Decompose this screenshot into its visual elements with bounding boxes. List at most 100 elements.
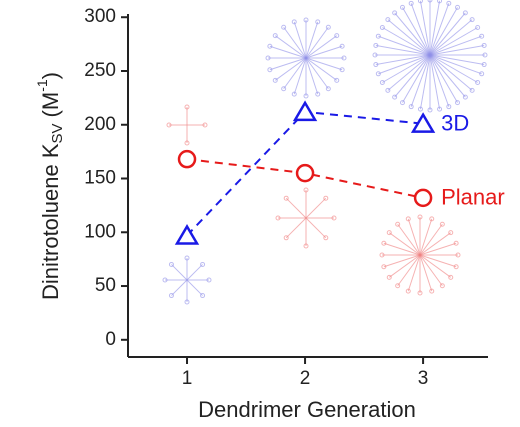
dendrimer-branch <box>305 197 327 219</box>
dendrimer-branch <box>397 223 421 256</box>
dendrimer-branch <box>394 54 431 98</box>
dendrimer-end <box>325 24 331 30</box>
y-label-text: Dinitrotoluene K <box>38 143 63 300</box>
dendrimer-branch <box>429 44 485 56</box>
dendrimer-branch <box>305 57 343 71</box>
dendrimer-branch <box>397 254 421 287</box>
dendrimer-branch <box>375 44 431 56</box>
y-tick-label: 250 <box>84 60 116 81</box>
dendrimer-branch <box>305 35 338 59</box>
dendrimer-end <box>392 94 398 100</box>
dendrimer-end <box>291 19 297 25</box>
dendrimer-end <box>334 33 340 39</box>
dendrimer-branch <box>402 7 431 56</box>
dendrimer-end <box>385 87 391 93</box>
dendrimer-branch <box>419 254 433 292</box>
dendrimer-branch <box>269 45 307 59</box>
dendrimer-end <box>303 243 309 249</box>
dendrimer-branch <box>186 279 203 296</box>
dendrimer-branch <box>419 254 452 278</box>
dendrimer-end <box>405 288 411 294</box>
y-tick-label: 0 <box>105 329 116 350</box>
x-tick-label: 1 <box>182 368 193 389</box>
dendrimer-end <box>267 67 273 73</box>
dendrimer-end <box>469 87 475 93</box>
dendrimer-branch <box>283 57 307 90</box>
dendrimer-end <box>184 104 190 110</box>
dendrimer-end <box>481 42 487 48</box>
x-tick-label: 2 <box>300 368 311 389</box>
dendrimer-end <box>427 0 433 3</box>
y-tick-label: 200 <box>84 114 116 135</box>
dendrimer-end <box>200 261 206 267</box>
y-tick-label: 100 <box>84 221 116 242</box>
dendrimer-branch <box>186 264 203 281</box>
dendrimer-branch <box>269 57 307 71</box>
dendrimer-end <box>267 43 273 49</box>
triangle-marker <box>174 224 200 245</box>
dendrimer-branch <box>419 254 443 287</box>
dendrimer-end <box>437 0 443 4</box>
dendrimer-branch <box>402 54 431 103</box>
dendrimer-branch <box>285 197 307 219</box>
dendrimer-end <box>315 19 321 25</box>
dendrimer-end <box>303 187 309 193</box>
dendrimer-end <box>417 106 423 112</box>
dendrimer-branch <box>375 54 431 66</box>
dendrimer-branch <box>419 232 452 256</box>
dendrimer-branch <box>429 27 478 56</box>
dendrimer-branch <box>429 54 466 98</box>
dendrimer-end <box>375 33 381 39</box>
dendrimer-branch <box>383 242 421 256</box>
dendrimer-branch <box>429 12 466 56</box>
dendrimer-branch <box>378 35 431 56</box>
dendrimer-branch <box>419 223 443 256</box>
dendrimer-branch <box>305 57 319 95</box>
dendrimer-branch <box>305 21 319 59</box>
dendrimer-branch <box>407 218 421 256</box>
dendrimer-end <box>429 288 435 294</box>
circle-marker <box>413 188 433 208</box>
dendrimer-end <box>400 100 405 106</box>
dendrimer-end <box>184 255 190 261</box>
dendrimer-branch <box>429 7 458 56</box>
dendrimer-end <box>379 80 385 85</box>
dendrimer-end <box>331 215 337 221</box>
dendrimer-end <box>206 277 212 283</box>
dendrimer-end <box>453 264 459 270</box>
x-tick-label: 3 <box>418 368 429 389</box>
dendrimer-end <box>184 299 190 305</box>
dendrimer-branch <box>285 217 307 239</box>
dendrimer-branch <box>429 54 473 91</box>
dendrimer-end <box>339 43 345 49</box>
dendrimer-branch <box>305 57 338 81</box>
dendrimer-branch <box>419 218 433 256</box>
dendrimer-end <box>386 274 392 280</box>
dendrimer-end <box>323 235 329 241</box>
dendrimer-end <box>446 104 452 110</box>
dendrimer-end <box>341 55 347 61</box>
dendrimer-end <box>475 25 481 30</box>
triangle-marker <box>410 112 436 133</box>
dendrimer-end <box>379 252 385 258</box>
dendrimer-end <box>168 293 174 299</box>
y-label-subscript: SV <box>49 123 66 143</box>
dendrimer-branch <box>419 242 457 256</box>
dendrimer-end <box>469 17 475 23</box>
dendrimer-end <box>395 221 401 227</box>
dendrimer-end <box>334 77 340 83</box>
dendrimer-end <box>479 71 485 77</box>
dendrimer-end <box>275 215 281 221</box>
dendrimer-end <box>184 140 190 146</box>
dendrimer-branch <box>429 54 450 107</box>
dendrimer-end <box>339 67 345 73</box>
y-axis-label: Dinitrotoluene KSV (M-1) <box>34 72 66 300</box>
dendrimer-branch <box>171 264 188 281</box>
dendrimer-end <box>283 195 289 201</box>
dendrimer-branch <box>419 254 457 268</box>
dendrimer-branch <box>388 232 421 256</box>
dendrimer-end <box>381 240 387 246</box>
y-tick-label: 150 <box>84 168 116 189</box>
dendrimer-end <box>200 293 206 299</box>
